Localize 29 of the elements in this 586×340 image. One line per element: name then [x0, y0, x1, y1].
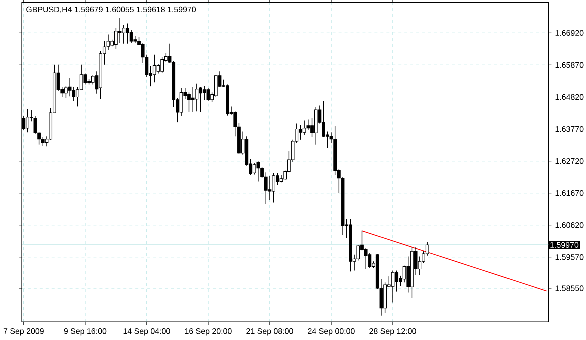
candlestick: [322, 101, 326, 138]
candlestick: [206, 88, 210, 102]
candlestick: [160, 56, 164, 74]
candlestick: [106, 34, 110, 50]
candlestick: [268, 176, 272, 200]
candlestick: [272, 172, 276, 204]
candlestick: [202, 86, 206, 100]
candlestick: [191, 86, 195, 113]
candlestick: [395, 270, 399, 292]
candlestick: [26, 108, 30, 133]
candlestick: [180, 88, 184, 117]
candlestick: [199, 86, 202, 113]
candlestick: [156, 64, 160, 74]
candlestick: [134, 36, 138, 44]
candlestick: [130, 30, 134, 44]
candlestick: [299, 124, 302, 140]
candlestick: [214, 74, 218, 98]
candlestick: [256, 161, 260, 182]
candlestick: [264, 172, 268, 204]
candlestick: [91, 74, 95, 86]
candlestick: [364, 248, 368, 270]
candlestick: [302, 120, 306, 136]
candlestick: [384, 282, 387, 314]
candlestick: [195, 83, 199, 112]
candlestick: [314, 106, 318, 146]
candlestick: [118, 18, 122, 44]
candlestick: [126, 23, 130, 44]
candlestick: [152, 54, 156, 83]
candlestick: [306, 119, 310, 131]
